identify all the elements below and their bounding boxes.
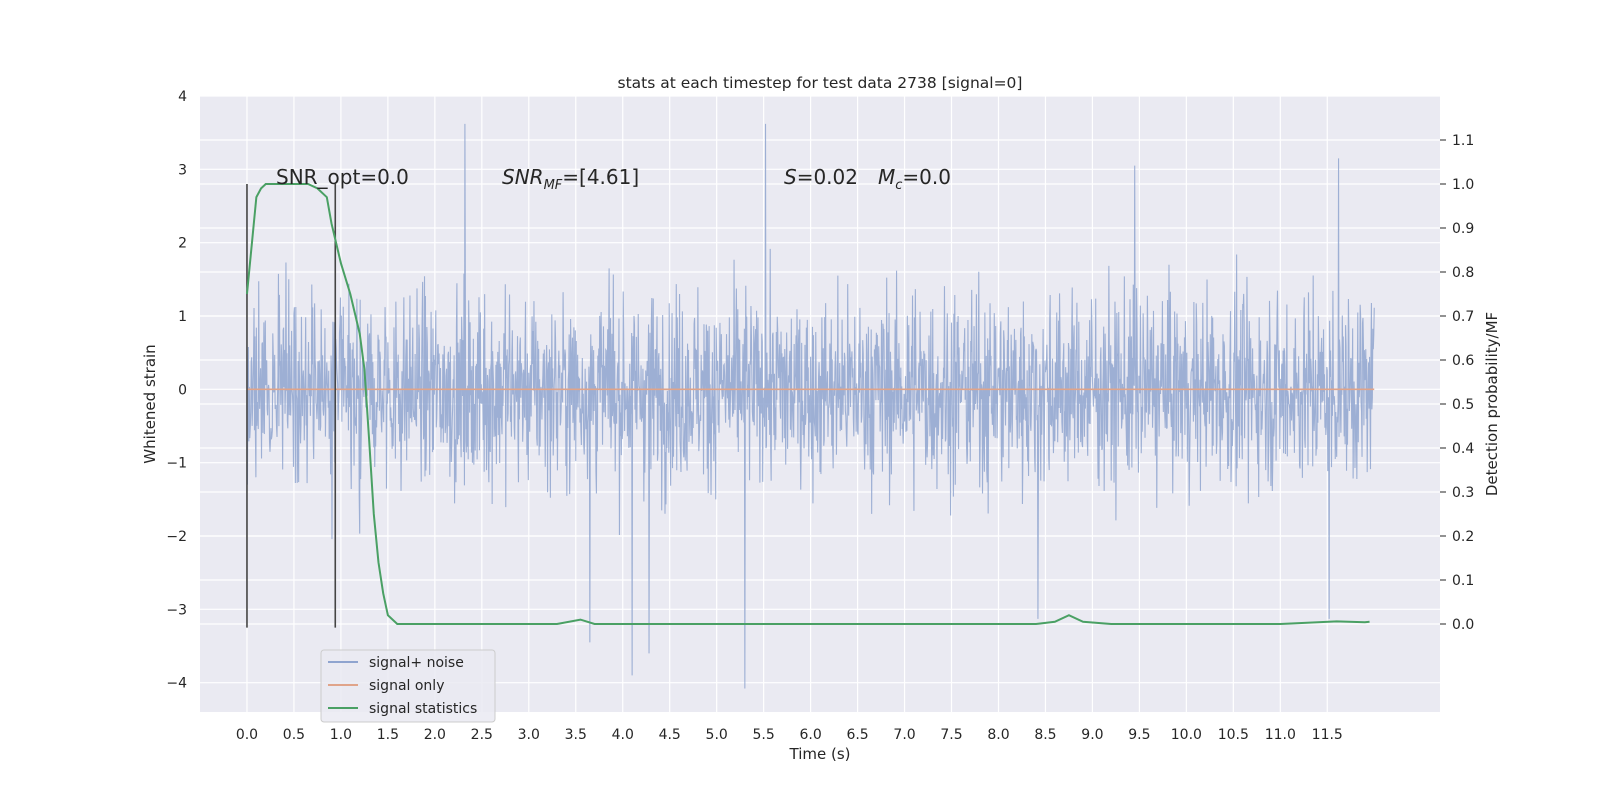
y-left-tick-label: −3: [166, 602, 187, 618]
y-right-tick-label: 0.1: [1452, 573, 1474, 589]
x-tick-label: 10.5: [1218, 727, 1249, 743]
legend-label-signal-statistics: signal statistics: [369, 701, 477, 717]
y-right-tick-label: 0.9: [1452, 221, 1474, 237]
x-tick-label: 0.0: [236, 727, 258, 743]
y-left-tick-label: 2: [178, 236, 187, 252]
x-axis-ticks: 0.0 0.5 1.0 1.5 2.0 2.5 3.0 3.5 4.0 4.5 5.0 5.5 6.0 6…: [236, 727, 1343, 743]
legend-box: [320, 649, 496, 723]
y-axis-left-ticks: 4 3 2 1 0 −1 −2 −3 −4: [166, 89, 187, 692]
y-right-tick-label: 0.0: [1452, 617, 1474, 633]
x-tick-label: 8.5: [1034, 727, 1056, 743]
series-signal-statistics: [245, 183, 1370, 625]
annotation-s-label: S: [784, 165, 797, 189]
x-tick-label: 8.0: [987, 727, 1009, 743]
y-right-tick-label: 0.2: [1452, 529, 1474, 545]
x-tick-label: 11.0: [1265, 727, 1296, 743]
y-left-tick-label: 1: [178, 309, 187, 325]
x-tick-label: 9.5: [1128, 727, 1150, 743]
y-left-tick-label: −1: [166, 456, 187, 472]
y-right-tick-label: 0.3: [1452, 485, 1474, 501]
annotation-snr-opt: SNR_opt=0.0: [276, 165, 409, 189]
x-tick-label: 4.5: [659, 727, 681, 743]
x-tick-label: 6.0: [799, 727, 821, 743]
y-right-tick-label: 1.1: [1452, 133, 1474, 149]
x-tick-label: 1.5: [377, 727, 399, 743]
annotation-snr-mf-sub: MF: [544, 178, 563, 193]
x-tick-label: 6.5: [846, 727, 868, 743]
y-left-tick-label: 0: [178, 382, 187, 398]
x-tick-label: 2.5: [471, 727, 493, 743]
annotation-mc: Mc=0.0: [878, 165, 951, 193]
annotation-mc-main: M: [878, 165, 895, 189]
x-tick-label: 5.5: [753, 727, 775, 743]
x-tick-label: 10.0: [1171, 727, 1202, 743]
y-axis-right-ticks: 1.1 1.0 0.9 0.8 0.7 0.6 0.5 0.4 0.3 0.2 0.1 0.0: [1440, 133, 1474, 633]
x-tick-label: 1.0: [330, 727, 352, 743]
y-left-tick-label: −2: [166, 529, 187, 545]
annotation-snr-mf-main: SNR: [502, 165, 544, 189]
vertical-markers: [246, 184, 337, 628]
annotation-mc-sub: c: [895, 178, 902, 193]
x-tick-label: 9.0: [1081, 727, 1103, 743]
annotation-mc-value: =0.0: [902, 165, 951, 189]
annotation-snr-mf-value: =[4.61]: [562, 165, 639, 189]
legend-label-signal-only: signal only: [369, 678, 444, 694]
y-axis-right-label: Detection probability/MF: [1483, 312, 1501, 496]
x-tick-label: 11.5: [1312, 727, 1343, 743]
x-tick-label: 0.5: [283, 727, 305, 743]
signal-statistics-line: [245, 183, 1370, 625]
x-tick-label: 2.0: [424, 727, 446, 743]
x-tick-label: 5.0: [706, 727, 728, 743]
legend: signal+ noise signal only signal statist…: [320, 649, 496, 723]
y-right-tick-label: 0.7: [1452, 309, 1474, 325]
y-right-tick-label: 0.4: [1452, 441, 1474, 457]
annotation-s: S=0.02: [784, 165, 858, 189]
x-tick-label: 3.5: [565, 727, 587, 743]
annotation-snr-mf: SNRMF=[4.61]: [502, 165, 639, 193]
series-signal-noise: [246, 123, 1375, 689]
x-tick-label: 4.0: [612, 727, 634, 743]
y-right-tick-label: 0.8: [1452, 265, 1474, 281]
y-left-tick-label: 3: [178, 162, 187, 178]
x-tick-label: 7.5: [940, 727, 962, 743]
x-tick-label: 7.0: [893, 727, 915, 743]
y-right-tick-label: 1.0: [1452, 177, 1474, 193]
y-right-tick-label: 0.6: [1452, 353, 1474, 369]
y-right-tick-label: 0.5: [1452, 397, 1474, 413]
y-left-tick-label: −4: [166, 676, 187, 692]
x-tick-label: 3.0: [518, 727, 540, 743]
y-left-tick-label: 4: [178, 89, 187, 105]
annotation-s-value: =0.02: [797, 165, 858, 189]
chart-title: stats at each timestep for test data 273…: [618, 74, 1023, 92]
y-axis-left-label: Whitened strain: [141, 344, 159, 463]
legend-label-signal-noise: signal+ noise: [369, 655, 464, 671]
x-axis-label: Time (s): [789, 745, 851, 763]
signal-noise-line: [246, 123, 1375, 689]
